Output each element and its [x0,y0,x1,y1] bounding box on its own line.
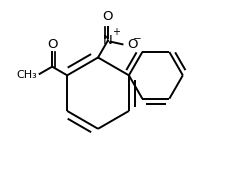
Text: +: + [112,27,120,37]
Text: CH₃: CH₃ [16,70,37,80]
Text: O: O [47,38,58,51]
Text: O: O [128,38,138,51]
Text: $\mathregular{N}$: $\mathregular{N}$ [102,34,113,47]
Text: O: O [102,10,113,23]
Text: $-$: $-$ [132,32,141,42]
